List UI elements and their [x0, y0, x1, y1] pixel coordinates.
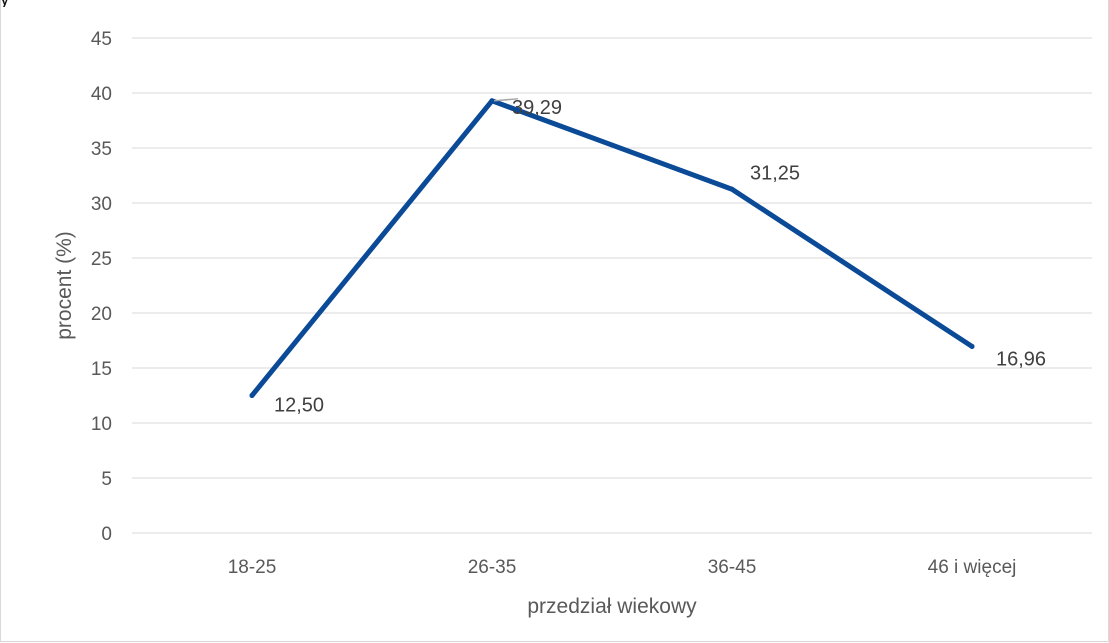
gridlines	[132, 37, 1092, 534]
data-label: 12,50	[274, 395, 324, 417]
x-axis-title: przedział wiekowy	[527, 595, 697, 618]
series-line	[249, 98, 975, 398]
data-label: 16,96	[996, 348, 1046, 370]
data-label: 31,25	[750, 162, 800, 184]
y-tick-label: 30	[91, 194, 112, 215]
y-tick-label: 35	[91, 139, 112, 160]
data-labels: 12,50 39,29 31,25 16,96	[274, 97, 1046, 417]
y-tick-label: 10	[91, 414, 112, 435]
y-axis-ticks: 0 5 10 15 20 25 30 35 40 45	[91, 29, 112, 545]
y-tick-label: 20	[91, 304, 112, 325]
data-point	[489, 98, 495, 104]
data-point	[969, 343, 975, 349]
clipped-caption: y	[0, 0, 1109, 7]
x-tick-label: 18-25	[228, 557, 277, 578]
y-tick-label: 0	[101, 524, 112, 545]
clipped-caption-text: y	[0, 0, 10, 7]
y-tick-label: 45	[91, 29, 112, 50]
y-tick-label: 25	[91, 249, 112, 270]
y-axis-title: procent (%)	[53, 231, 76, 340]
data-label: 39,29	[512, 97, 562, 119]
leader-line	[493, 98, 519, 102]
y-tick-label: 5	[101, 469, 112, 490]
series-group	[249, 98, 975, 398]
data-point	[729, 186, 735, 192]
x-tick-label: 36-45	[708, 557, 757, 578]
x-tick-label: 26-35	[468, 557, 517, 578]
y-tick-label: 15	[91, 359, 112, 380]
x-axis-ticks: 18-25 26-35 36-45 46 i więcej	[228, 557, 1017, 578]
y-tick-label: 40	[91, 84, 112, 105]
data-point	[249, 393, 255, 398]
x-tick-label: 46 i więcej	[928, 557, 1017, 578]
